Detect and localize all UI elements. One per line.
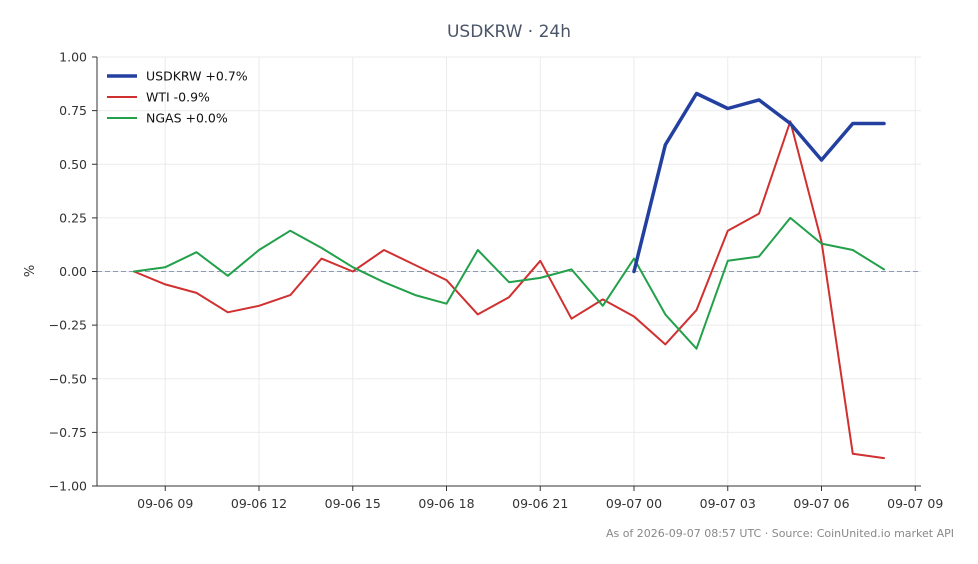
chart-title: USDKRW · 24h xyxy=(447,22,571,42)
y-tick-label: −1.00 xyxy=(49,479,87,494)
series-lines xyxy=(133,91,886,460)
y-tick-label: −0.75 xyxy=(49,425,87,440)
y-axis-ticks: 1.00 0.75 0.50 0.25 0.00 −0.25 −0.50 −0.75 −1.00 xyxy=(49,50,97,494)
x-tick-label: 09-07 09 xyxy=(887,496,943,511)
y-axis-label: % xyxy=(23,265,38,277)
x-tick-label: 09-06 18 xyxy=(418,496,474,511)
x-tick-label: 09-07 06 xyxy=(793,496,849,511)
y-tick-label: 0.00 xyxy=(59,264,87,279)
series-line-1 xyxy=(632,91,886,274)
legend: USDKRW +0.7% WTI -0.9% NGAS +0.0% xyxy=(107,69,248,126)
y-tick-label: 0.50 xyxy=(59,157,87,172)
legend-label: USDKRW +0.7% xyxy=(146,69,248,84)
x-tick-label: 09-06 15 xyxy=(325,496,381,511)
y-tick-label: −0.50 xyxy=(49,371,87,386)
x-tick-label: 09-06 09 xyxy=(137,496,193,511)
legend-label: WTI -0.9% xyxy=(146,90,210,105)
x-tick-label: 09-07 03 xyxy=(700,496,756,511)
x-axis-ticks: 09-06 09 09-06 12 09-06 15 09-06 18 09-06 21… xyxy=(137,486,943,511)
y-tick-label: −0.25 xyxy=(49,318,87,333)
series-line-2 xyxy=(133,120,885,460)
x-tick-label: 09-06 12 xyxy=(231,496,287,511)
y-tick-label: 0.75 xyxy=(59,103,87,118)
series-line-3 xyxy=(133,216,885,350)
x-tick-label: 09-07 00 xyxy=(606,496,662,511)
y-tick-label: 1.00 xyxy=(59,50,87,65)
source-footer: As of 2026-09-07 08:57 UTC · Source: Coi… xyxy=(606,527,954,540)
x-tick-label: 09-06 21 xyxy=(512,496,568,511)
y-tick-label: 0.25 xyxy=(59,210,87,225)
legend-label: NGAS +0.0% xyxy=(146,111,228,126)
